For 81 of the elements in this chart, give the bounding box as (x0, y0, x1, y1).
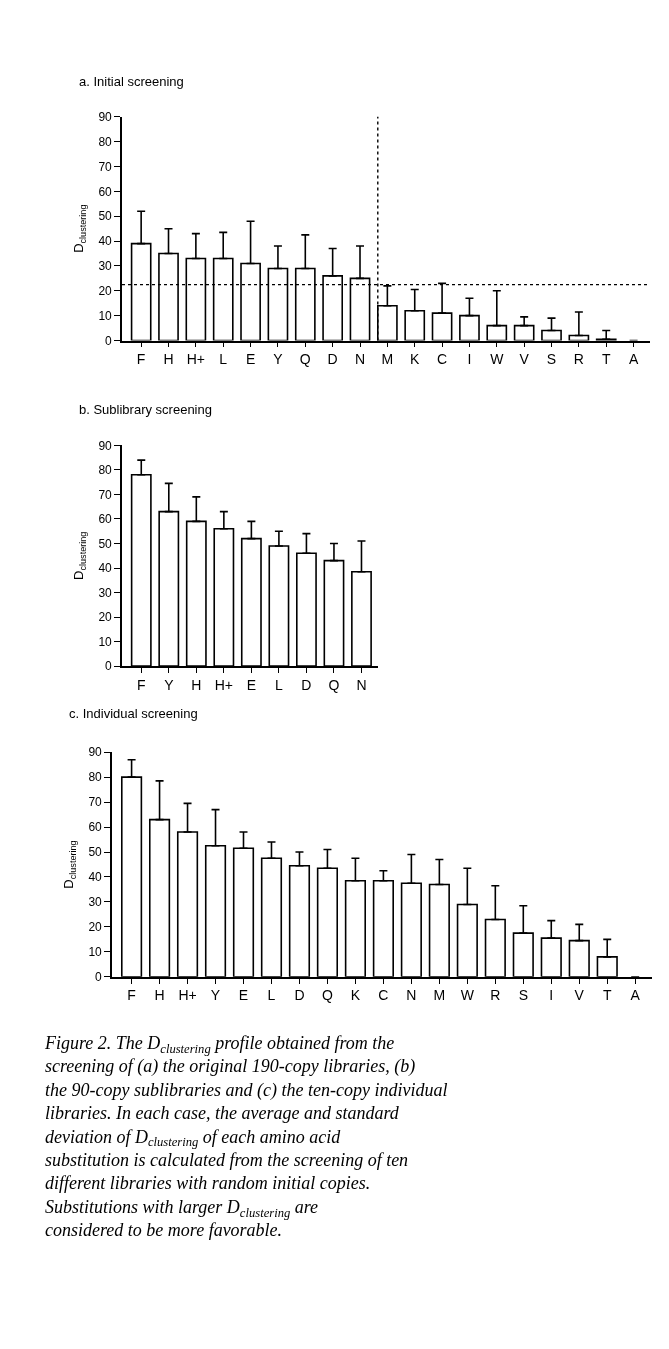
y-tick-label: 90 (98, 110, 113, 125)
chart-title: c. Individual screening (69, 706, 198, 721)
x-tick-label: Q (321, 987, 333, 1004)
x-tick-label: D (294, 987, 305, 1004)
x-tick-label: I (467, 351, 472, 368)
x-tick-label: W (460, 987, 475, 1004)
x-tick-label: I (549, 987, 554, 1004)
x-tick-label: N (354, 351, 366, 368)
x-tick-label: K (410, 351, 421, 368)
y-tick-label: 10 (98, 634, 113, 649)
y-tick-label: 50 (98, 209, 113, 224)
y-tick-label: 0 (105, 333, 113, 348)
x-tick-label: E (245, 351, 256, 368)
x-tick-label: C (378, 987, 389, 1004)
x-tick-label: A (630, 987, 641, 1004)
x-tick-label: F (127, 987, 136, 1004)
y-tick-label: 60 (98, 184, 113, 199)
x-tick-label: E (246, 676, 257, 693)
text: Figure 2. The D$_{clustering}$ profile obtained from the screening of (a) the original 190-copy libraries, (b) the 90-copy sublibraries and (c) the ten-copy individual libraries. In each case, the average and standard deviation of D$_{clustering}$ of each amino acid substitution is calculated from the screening of ten different libraries with random initial copies. Substitutions with larger D$_{clustering}$ are considered to be more favorable. (45, 1033, 448, 1241)
x-tick-label: E (238, 987, 249, 1004)
x-tick-label: V (574, 987, 585, 1004)
x-tick-label: H (154, 987, 165, 1004)
x-tick-label: L (219, 351, 228, 368)
x-tick-label: R (490, 987, 501, 1004)
chart-title: b. Sublibrary screening (79, 402, 212, 417)
x-tick-label: S (518, 987, 528, 1004)
x-tick-label: S (546, 351, 557, 368)
x-tick-label: Q (328, 676, 340, 693)
x-tick-label: R (573, 351, 584, 368)
y-tick-label: 0 (95, 970, 103, 985)
y-tick-label: 10 (98, 308, 113, 323)
x-tick-label: W (490, 351, 505, 368)
y-tick-label: 40 (98, 561, 113, 576)
x-tick-label: N (406, 987, 417, 1004)
y-tick-label: 80 (98, 463, 113, 478)
y-tick-label: 40 (88, 870, 103, 885)
y-tick-label: 20 (98, 610, 113, 625)
x-tick-label: T (602, 987, 612, 1004)
y-tick-label: 90 (88, 745, 103, 760)
x-tick-label: Y (210, 987, 221, 1004)
x-tick-label: V (519, 351, 530, 368)
y-tick-label: 70 (98, 159, 113, 174)
x-tick-label: K (350, 987, 361, 1004)
x-tick-label: Y (164, 676, 175, 693)
y-tick-label: 0 (105, 659, 113, 674)
x-tick-label: F (136, 676, 146, 693)
y-tick-label: 20 (88, 920, 103, 935)
x-tick-label: C (437, 351, 448, 368)
y-tick-label: 30 (98, 585, 113, 600)
x-tick-label: F (136, 351, 146, 368)
x-tick-label: T (601, 351, 611, 368)
y-tick-label: 90 (98, 438, 113, 453)
x-tick-label: H (191, 676, 202, 693)
y-tick-label: 10 (88, 945, 103, 960)
x-tick-label: L (267, 987, 276, 1004)
x-tick-label: D (301, 676, 312, 693)
x-tick-label: H (163, 351, 174, 368)
y-tick-label: 30 (88, 895, 103, 910)
x-tick-label: M (381, 351, 394, 368)
y-tick-label: 20 (98, 284, 113, 298)
x-tick-label: D (327, 351, 338, 368)
x-tick-label: A (628, 351, 639, 368)
y-tick-label: 60 (88, 820, 103, 835)
x-tick-label: Q (299, 351, 311, 368)
y-tick-label: 80 (88, 770, 103, 785)
y-tick-label: 30 (98, 259, 113, 274)
y-tick-label: 40 (98, 234, 113, 249)
y-tick-label: 60 (98, 512, 113, 527)
y-tick-label: 70 (98, 487, 113, 502)
y-tick-label: 70 (88, 795, 103, 810)
x-tick-label: Y (273, 351, 284, 368)
y-tick-label: 80 (98, 134, 113, 149)
x-tick-label: H+ (178, 987, 197, 1004)
x-tick-label: H+ (214, 676, 233, 693)
y-tick-label: 50 (98, 536, 113, 551)
x-tick-label: L (275, 676, 283, 693)
x-tick-label: N (356, 676, 367, 693)
y-tick-label: 50 (88, 845, 103, 860)
x-tick-label: H+ (186, 351, 206, 368)
x-tick-label: M (433, 987, 446, 1004)
chart-title: a. Initial screening (79, 74, 184, 89)
